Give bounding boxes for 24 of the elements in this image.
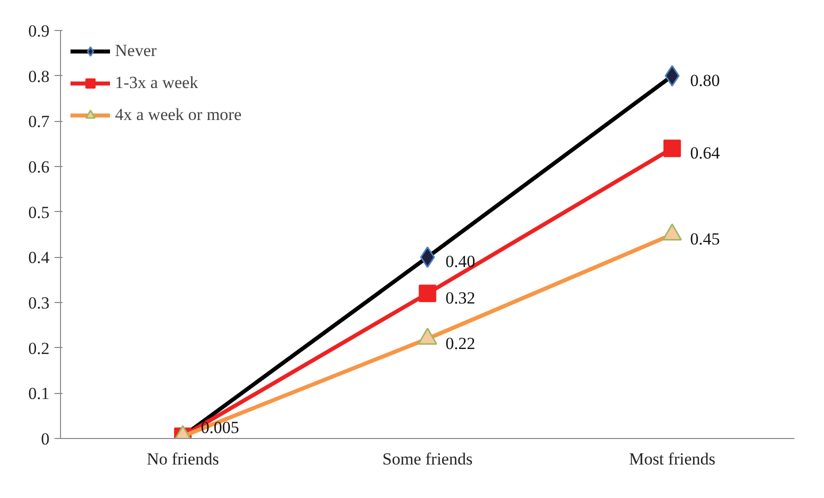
point <box>663 140 681 158</box>
y-tick-label: 0.8 <box>28 66 50 86</box>
legend-label: 1-3x a week <box>115 72 198 94</box>
x-tick-label: Some friends <box>382 450 473 468</box>
x-tick-label: No friends <box>146 450 219 468</box>
y-tick-label: 0.2 <box>28 338 50 358</box>
x-tick-label: Most friends <box>628 450 716 468</box>
y-tick-label: 0.5 <box>28 202 50 222</box>
y-tick-label: 0.1 <box>28 384 50 404</box>
y-tick-label: 0.7 <box>28 112 50 132</box>
y-tick-label: 0 <box>41 430 50 448</box>
data-label: 0.005 <box>200 418 240 438</box>
data-label: 0.22 <box>446 334 476 353</box>
y-tick-label: 0.3 <box>28 294 50 312</box>
data-label: 0.80 <box>690 70 720 90</box>
data-label: 0.45 <box>690 230 720 248</box>
data-label: 0.64 <box>690 143 720 162</box>
legend-label: Never <box>115 40 157 62</box>
legend-label: 4x a week or more <box>115 104 242 126</box>
y-tick-label: 0.9 <box>28 22 50 40</box>
y-tick-label: 0.4 <box>28 248 50 268</box>
data-label: 0.32 <box>446 288 476 308</box>
data-label: 0.40 <box>446 252 476 272</box>
y-tick-label: 0.6 <box>28 158 50 176</box>
